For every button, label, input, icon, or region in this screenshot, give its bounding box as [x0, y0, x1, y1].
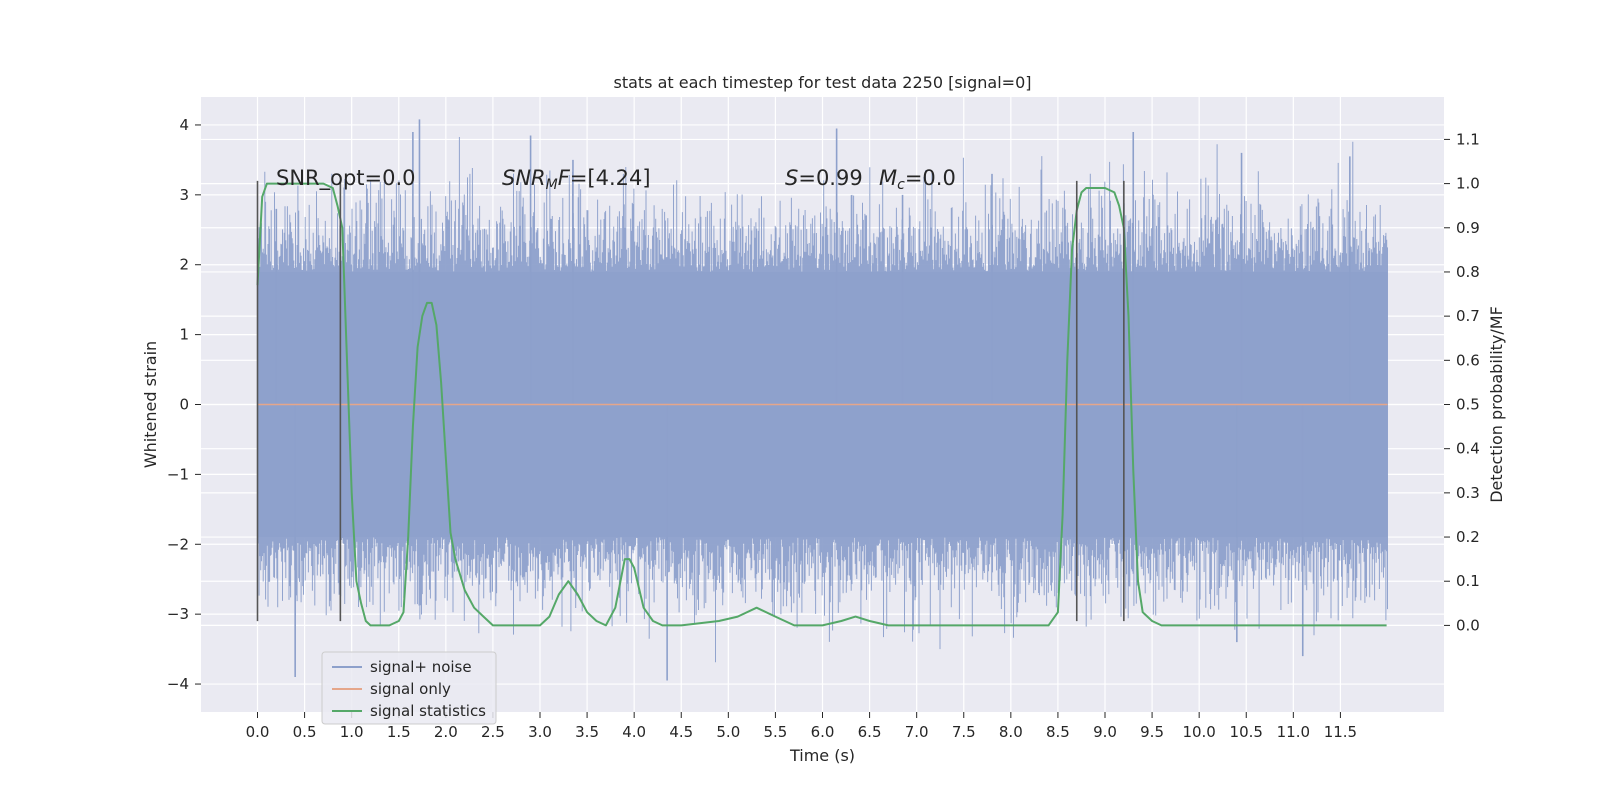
- x-tick-label: 9.0: [1093, 723, 1117, 741]
- right-y-tick-label: 1.0: [1456, 175, 1480, 193]
- x-tick-label: 8.0: [999, 723, 1023, 741]
- x-tick-label: 2.0: [434, 723, 458, 741]
- right-y-tick-label: 0.8: [1456, 263, 1480, 281]
- x-tick-label: 3.0: [528, 723, 552, 741]
- annotation-mc-subscript: c: [897, 177, 905, 193]
- x-tick-label: 1.0: [340, 723, 364, 741]
- signal-statistics-line: [256, 182, 1387, 627]
- annotation-stat: S=0.99: [785, 166, 863, 190]
- y-tick-label: −2: [167, 535, 189, 553]
- chart-title: stats at each timestep for test data 225…: [613, 73, 1031, 92]
- x-tick-label: 2.5: [481, 723, 505, 741]
- annotation-mc-symbol: M: [879, 166, 897, 190]
- right-y-tick-label: 0.2: [1456, 528, 1480, 546]
- right-y-axis-label: Detection probability/MF: [1487, 306, 1506, 503]
- right-y-tick-label: 0.3: [1456, 484, 1480, 502]
- series-signal-statistics: [256, 182, 1387, 627]
- right-y-tick-label: 0.5: [1456, 396, 1480, 414]
- x-tick-label: 3.5: [575, 723, 599, 741]
- x-tick-label: 7.5: [952, 723, 976, 741]
- right-y-tick-label: 0.6: [1456, 351, 1480, 369]
- x-tick-label: 7.0: [905, 723, 929, 741]
- legend-label: signal+ noise: [370, 658, 472, 676]
- annotation-snr-mf-value: =[4.24]: [570, 166, 651, 190]
- legend-label: signal statistics: [370, 702, 486, 720]
- y-tick-label: −1: [167, 465, 189, 483]
- right-y-tick-label: 0.4: [1456, 440, 1480, 458]
- y-tick-label: 0: [179, 396, 189, 414]
- annotation-mc: Mc=0.0: [879, 166, 956, 193]
- x-tick-label: 4.5: [669, 723, 693, 741]
- x-tick-label: 11.0: [1277, 723, 1310, 741]
- x-tick-label: 5.5: [763, 723, 787, 741]
- annotation-stat-symbol: S: [785, 166, 798, 190]
- y-tick-label: 4: [179, 116, 189, 134]
- x-tick-label: 6.5: [858, 723, 882, 741]
- x-tick-label: 8.5: [1046, 723, 1070, 741]
- y-tick-label: −4: [167, 675, 189, 693]
- x-tick-label: 5.0: [716, 723, 740, 741]
- annotation-snr-opt: SNR_opt=0.0: [276, 166, 416, 191]
- annotation-snr-mf-subscript: M: [546, 177, 558, 193]
- right-y-axis-ticks: 1.1 1.0 0.9 0.8 0.7 0.6 0.5 0.4 0.3 0.2 0.1 0.0: [1444, 130, 1480, 634]
- annotation-mc-value: =0.0: [905, 166, 956, 190]
- right-y-tick-label: 0.9: [1456, 219, 1480, 237]
- x-axis-label: Time (s): [789, 746, 855, 765]
- annotation-snr-mf-f: F: [558, 166, 571, 190]
- x-tick-label: 11.5: [1324, 723, 1357, 741]
- annotation-snr-mf-base: SNR: [502, 166, 546, 190]
- y-tick-label: −3: [167, 605, 189, 623]
- annotation-snr-mf: SNRMF=[4.24]: [502, 166, 651, 193]
- x-axis-ticks: 0.0 0.5 1.0 1.5 2.0 2.5 3.0 3.5 4.0 4.5 5.0 5.5 6.0 6…: [246, 712, 1357, 741]
- y-tick-label: 3: [179, 186, 189, 204]
- x-tick-label: 4.0: [622, 723, 646, 741]
- right-y-tick-label: 0.1: [1456, 572, 1480, 590]
- right-y-tick-label: 0.7: [1456, 307, 1480, 325]
- x-tick-label: 0.0: [246, 723, 270, 741]
- x-tick-label: 9.5: [1140, 723, 1164, 741]
- legend-box: [321, 651, 497, 725]
- x-tick-label: 6.0: [811, 723, 835, 741]
- y-axis-label: Whitened strain: [141, 341, 160, 468]
- y-tick-label: 1: [179, 326, 189, 344]
- y-axis-ticks: 4 3 2 1 0 −1 −2 −3 −4: [167, 116, 201, 693]
- x-tick-label: 10.5: [1230, 723, 1263, 741]
- x-tick-label: 10.0: [1182, 723, 1215, 741]
- x-tick-label: 0.5: [293, 723, 317, 741]
- legend: signal+ noise signal only signal statistic…: [321, 651, 497, 725]
- x-tick-label: 1.5: [387, 723, 411, 741]
- legend-label: signal only: [370, 680, 451, 698]
- annotation-stat-value: =0.99: [798, 166, 862, 190]
- y-tick-label: 2: [179, 256, 189, 274]
- right-y-tick-label: 0.0: [1456, 616, 1480, 634]
- right-y-tick-label: 1.1: [1456, 130, 1480, 148]
- vertical-markers: [256, 180, 1125, 622]
